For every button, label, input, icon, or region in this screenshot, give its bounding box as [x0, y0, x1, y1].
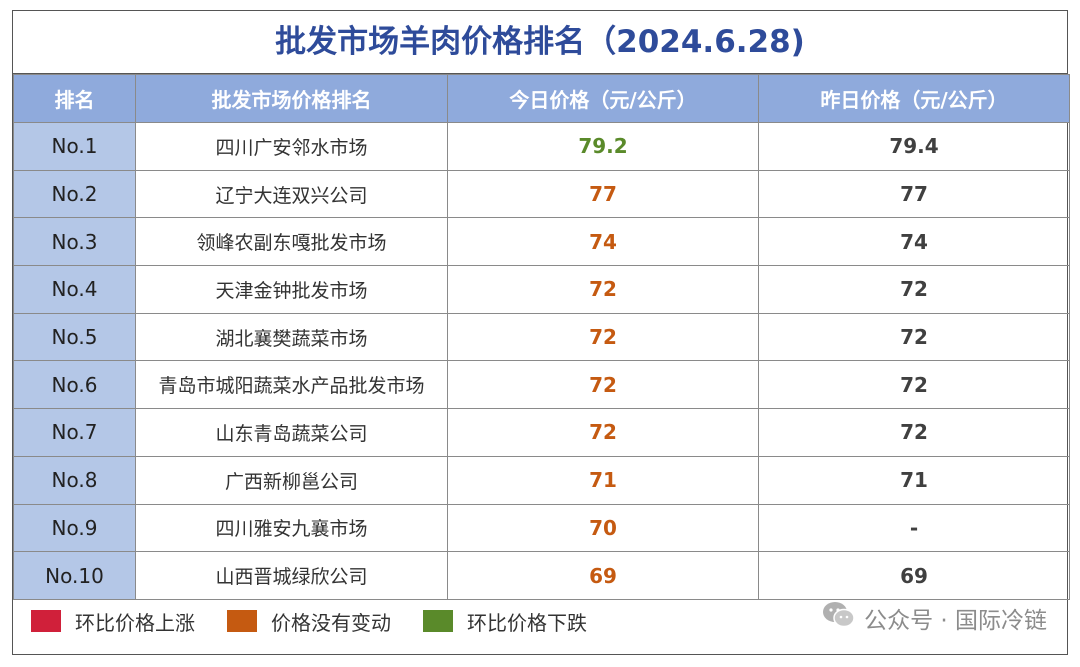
wechat-icon [822, 600, 856, 636]
yesterday-price-cell: - [758, 503, 1070, 553]
rank-cell: No.10 [13, 551, 136, 600]
legend: 环比价格上涨 价格没有变动 环比价格下跌 [13, 588, 1067, 654]
rank-cell: No.4 [13, 265, 136, 314]
today-price-cell: 77 [447, 169, 759, 219]
legend-item-same: 价格没有变动 [227, 607, 391, 636]
market-name-cell: 广西新柳邕公司 [135, 455, 448, 505]
legend-item-down: 环比价格下跌 [423, 607, 587, 636]
rank-cell: No.2 [13, 169, 136, 219]
table-row: No.8 广西新柳邕公司 71 71 [13, 455, 1070, 505]
rank-cell: No.8 [13, 455, 136, 505]
table-body: No.1 四川广安邻水市场 79.2 79.4 No.2 辽宁大连双兴公司 77 77 No.3… [13, 122, 1070, 600]
today-price-cell: 70 [447, 503, 759, 553]
yesterday-price-cell: 72 [758, 360, 1070, 410]
header-market: 批发市场价格排名 [135, 74, 448, 123]
legend-swatch-down [423, 610, 453, 632]
table-row: No.2 辽宁大连双兴公司 77 77 [13, 169, 1070, 219]
header-rank: 排名 [13, 74, 136, 123]
market-name-cell: 辽宁大连双兴公司 [135, 169, 448, 219]
yesterday-price-cell: 77 [758, 169, 1070, 219]
rank-cell: No.9 [13, 503, 136, 553]
watermark-text: 公众号 · 国际冷链 [864, 608, 1047, 634]
watermark: 公众号 · 国际冷链 [822, 600, 1047, 636]
yesterday-price-cell: 74 [758, 217, 1070, 267]
today-price-cell: 72 [447, 360, 759, 410]
yesterday-price-cell: 71 [758, 455, 1070, 505]
table-row: No.4 天津金钟批发市场 72 72 [13, 265, 1070, 314]
table-row: No.5 湖北襄樊蔬菜市场 72 72 [13, 312, 1070, 362]
today-price-cell: 79.2 [447, 122, 759, 171]
market-name-cell: 山东青岛蔬菜公司 [135, 408, 448, 457]
legend-label-down: 环比价格下跌 [467, 610, 587, 635]
market-name-cell: 湖北襄樊蔬菜市场 [135, 312, 448, 362]
rank-cell: No.1 [13, 122, 136, 171]
today-price-cell: 71 [447, 455, 759, 505]
market-name-cell: 青岛市城阳蔬菜水产品批发市场 [135, 360, 448, 410]
yesterday-price-cell: 72 [758, 408, 1070, 457]
rank-cell: No.5 [13, 312, 136, 362]
yesterday-price-cell: 72 [758, 265, 1070, 314]
legend-label-same: 价格没有变动 [271, 610, 391, 635]
page-title: 批发市场羊肉价格排名（2024.6.28) [13, 11, 1067, 74]
table-row: No.10 山西晋城绿欣公司 69 69 [13, 551, 1070, 600]
market-name-cell: 天津金钟批发市场 [135, 265, 448, 314]
table-row: No.3 领峰农副东嘎批发市场 74 74 [13, 217, 1070, 267]
legend-item-up: 环比价格上涨 [31, 607, 195, 636]
rank-cell: No.6 [13, 360, 136, 410]
market-name-cell: 四川广安邻水市场 [135, 122, 448, 171]
today-price-cell: 74 [447, 217, 759, 267]
legend-swatch-up [31, 610, 61, 632]
today-price-cell: 72 [447, 265, 759, 314]
table-row: No.6 青岛市城阳蔬菜水产品批发市场 72 72 [13, 360, 1070, 410]
header-yesterday-price: 昨日价格（元/公斤） [758, 74, 1070, 123]
legend-swatch-same [227, 610, 257, 632]
yesterday-price-cell: 79.4 [758, 122, 1070, 171]
market-name-cell: 领峰农副东嘎批发市场 [135, 217, 448, 267]
price-ranking-table-frame: 批发市场羊肉价格排名（2024.6.28) 排名 批发市场价格排名 今日价格（元… [12, 10, 1070, 655]
table-header-row: 排名 批发市场价格排名 今日价格（元/公斤） 昨日价格（元/公斤） [13, 74, 1070, 123]
ranking-table: 排名 批发市场价格排名 今日价格（元/公斤） 昨日价格（元/公斤） No.1 四川… [13, 74, 1070, 600]
market-name-cell: 山西晋城绿欣公司 [135, 551, 448, 600]
table-row: No.1 四川广安邻水市场 79.2 79.4 [13, 122, 1070, 171]
rank-cell: No.3 [13, 217, 136, 267]
today-price-cell: 72 [447, 408, 759, 457]
today-price-cell: 69 [447, 551, 759, 600]
header-today-price: 今日价格（元/公斤） [447, 74, 759, 123]
legend-label-up: 环比价格上涨 [75, 610, 195, 635]
table-row: No.7 山东青岛蔬菜公司 72 72 [13, 408, 1070, 457]
today-price-cell: 72 [447, 312, 759, 362]
rank-cell: No.7 [13, 408, 136, 457]
market-name-cell: 四川雅安九襄市场 [135, 503, 448, 553]
yesterday-price-cell: 69 [758, 551, 1070, 600]
table-row: No.9 四川雅安九襄市场 70- [13, 503, 1070, 553]
yesterday-price-cell: 72 [758, 312, 1070, 362]
